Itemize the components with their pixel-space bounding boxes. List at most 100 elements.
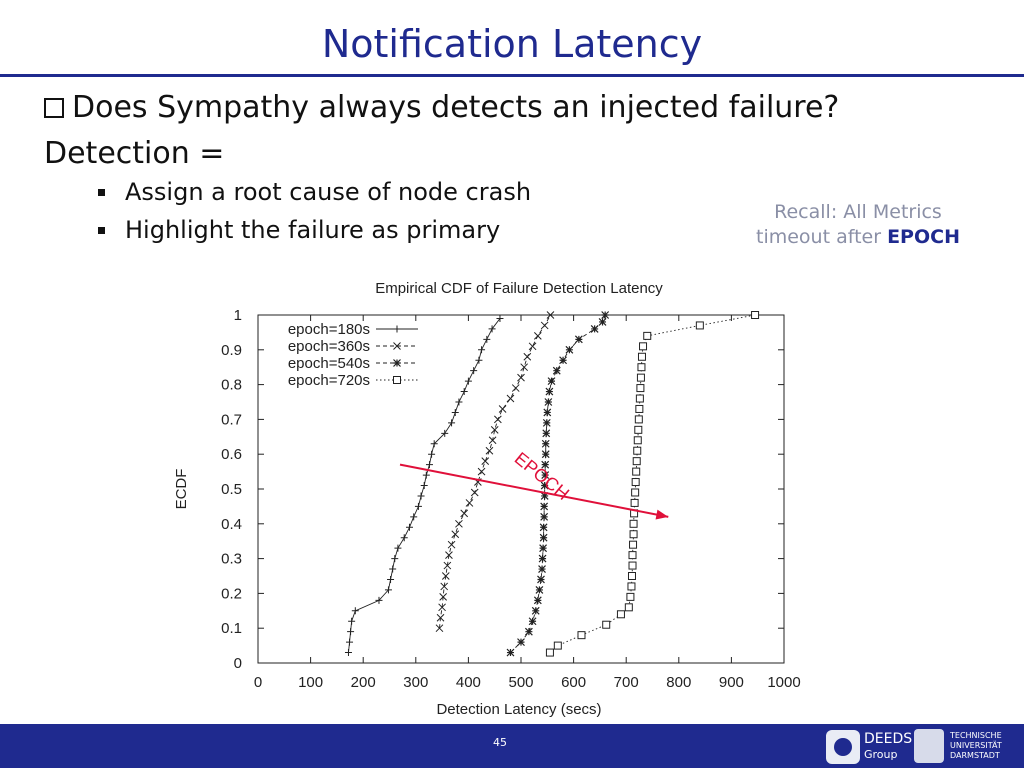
tud-line-2: UNIVERSITÄT: [950, 741, 1002, 750]
legend-label: epoch=180s: [288, 321, 370, 338]
deeds-logo-sub: Group: [864, 748, 898, 761]
data-point: [520, 363, 529, 372]
data-point: [498, 405, 507, 413]
legend-marker: [393, 359, 401, 367]
data-point: [544, 398, 553, 406]
y-tick-label: 1: [234, 307, 242, 324]
legend-marker: [393, 325, 401, 333]
data-point: [637, 352, 646, 361]
y-tick-label: 0.4: [221, 516, 242, 533]
data-point: [523, 352, 532, 361]
detection-label: Detection =: [44, 136, 225, 171]
data-point: [435, 624, 444, 633]
data-point: [539, 533, 548, 542]
data-point: [627, 582, 636, 591]
data-point: [477, 467, 486, 476]
data-point: [447, 540, 456, 549]
data-point: [541, 450, 550, 459]
data-point: [387, 575, 395, 583]
y-tick-label: 0.2: [221, 585, 242, 602]
data-point: [344, 649, 352, 657]
data-point: [425, 461, 433, 469]
data-point: [494, 415, 502, 424]
data-point: [348, 617, 356, 625]
legend-label: epoch=540s: [288, 355, 370, 372]
tud-logo-text: TECHNISCHE UNIVERSITÄT DARMSTADT: [950, 731, 1002, 761]
question-text: Does Sympathy always detects an injected…: [72, 90, 840, 125]
data-point: [405, 523, 413, 531]
data-point: [637, 363, 646, 372]
data-point: [443, 561, 452, 570]
data-point: [626, 592, 635, 601]
data-point: [540, 492, 549, 500]
sub-bullet-text: Assign a root cause of node crash: [125, 178, 532, 206]
data-point: [535, 585, 544, 594]
y-tick-label: 0.3: [221, 551, 242, 568]
data-point: [543, 408, 552, 417]
sub-bullet-2: Highlight the failure as primary: [98, 216, 500, 244]
data-point: [541, 439, 550, 448]
tud-line-1: TECHNISCHE: [950, 731, 1002, 740]
data-point: [483, 335, 491, 343]
deeds-logo-text: DEEDS Group: [864, 732, 912, 762]
recall-line-2-text: timeout after: [756, 226, 888, 248]
data-point: [391, 555, 399, 563]
data-point: [528, 342, 537, 351]
data-point: [545, 387, 554, 396]
data-point: [636, 373, 645, 382]
y-tick-label: 0.6: [221, 446, 242, 463]
data-point: [451, 408, 459, 416]
data-point: [624, 603, 633, 612]
data-point: [542, 418, 551, 427]
data-point: [347, 628, 355, 636]
data-point: [490, 425, 499, 434]
data-point: [598, 318, 607, 326]
slide-title: Notification Latency: [321, 22, 703, 66]
data-point: [639, 342, 648, 351]
tud-seal-icon: [914, 729, 944, 763]
recall-note: Recall: All Metrics timeout after EPOCH: [728, 200, 988, 250]
data-point: [630, 498, 639, 507]
data-point: [417, 492, 425, 500]
series-line-epoch-720s: [549, 314, 756, 653]
checkbox-bullet-icon: [44, 97, 64, 118]
data-point: [627, 572, 636, 580]
deeds-logo-word: DEEDS: [864, 731, 913, 747]
data-point: [448, 419, 456, 427]
data-point: [506, 648, 515, 657]
data-point: [414, 502, 422, 510]
data-point: [440, 582, 449, 591]
data-point: [465, 499, 474, 507]
data-point: [351, 607, 359, 615]
data-point: [643, 331, 652, 340]
data-point: [695, 321, 704, 330]
data-point: [488, 436, 497, 445]
data-point: [574, 335, 583, 344]
legend-marker: [393, 376, 401, 384]
chart-title: Empirical CDF of Failure Detection Laten…: [375, 280, 663, 297]
data-point: [537, 575, 545, 584]
data-point: [628, 561, 637, 570]
data-point: [439, 593, 448, 601]
data-point: [553, 641, 562, 650]
deeds-emblem-icon: [826, 730, 860, 764]
ecdf-chart: Empirical CDF of Failure Detection Laten…: [173, 280, 801, 718]
data-point: [410, 513, 418, 521]
title-underline: [0, 74, 1024, 77]
data-point: [629, 530, 638, 539]
data-point: [533, 596, 542, 605]
x-tick-label: 600: [561, 674, 586, 691]
y-tick-label: 0.5: [221, 481, 242, 498]
data-point: [436, 613, 445, 622]
data-point: [394, 544, 402, 552]
data-point: [470, 488, 479, 497]
x-tick-label: 100: [298, 674, 323, 691]
x-tick-label: 800: [666, 674, 691, 691]
square-bullet-icon: [98, 226, 105, 234]
y-axis-label: ECDF: [173, 469, 190, 510]
data-point: [506, 394, 515, 403]
epoch-arrow-line: [399, 463, 669, 518]
data-point: [475, 356, 483, 364]
square-bullet-icon: [98, 188, 105, 196]
data-point: [616, 610, 625, 619]
